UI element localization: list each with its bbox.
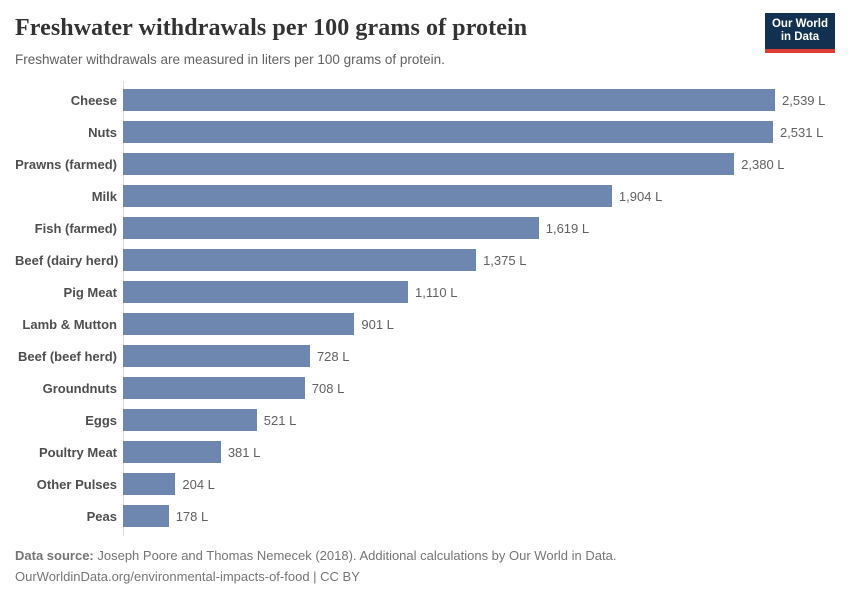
bar-row: Other Pulses 204 L <box>15 468 835 500</box>
bar[interactable] <box>123 217 539 239</box>
owid-logo-line1: Our World <box>771 18 828 30</box>
footer-credit-line: OurWorldinData.org/environmental-impacts… <box>15 569 360 584</box>
bar[interactable] <box>123 89 775 111</box>
footer: Data source: Joseph Poore and Thomas Nem… <box>15 545 835 587</box>
value-label: 1,619 L <box>545 220 590 236</box>
value-label: 2,531 L <box>779 124 824 140</box>
value-label: 728 L <box>316 348 350 364</box>
y-axis-line <box>123 81 124 536</box>
bar-track: 1,619 L <box>123 217 775 239</box>
bar-track: 2,531 L <box>123 121 823 143</box>
value-label: 1,904 L <box>618 188 663 204</box>
bar-track: 381 L <box>123 441 775 463</box>
bar-track: 1,904 L <box>123 185 775 207</box>
bar-track: 178 L <box>123 505 775 527</box>
bar-track: 1,110 L <box>123 281 775 303</box>
owid-logo-line2: in Data <box>780 31 820 43</box>
bar-row: Groundnuts 708 L <box>15 372 835 404</box>
value-label: 178 L <box>175 508 209 524</box>
data-source-text: Joseph Poore and Thomas Nemecek (2018). … <box>93 548 617 563</box>
owid-logo[interactable]: Our World in Data <box>764 13 835 53</box>
category-label: Cheese <box>70 92 117 108</box>
bar-row: Prawns (farmed) 2,380 L <box>15 148 835 180</box>
category-label: Fish (farmed) <box>34 220 117 236</box>
bar-row: Beef (beef herd) 728 L <box>15 340 835 372</box>
bar-track: 521 L <box>123 409 775 431</box>
bar-track: 1,375 L <box>123 249 775 271</box>
bar-chart: Cheese 2,539 L Nuts 2,531 L Prawns (farmed) 2… <box>15 81 835 536</box>
bar-row: Pig Meat 1,110 L <box>15 276 835 308</box>
bar-track: 2,539 L <box>123 89 825 111</box>
value-label: 708 L <box>311 380 345 396</box>
category-label: Eggs <box>85 412 117 428</box>
value-label: 901 L <box>361 316 394 332</box>
bar-row: Lamb & Mutton 901 L <box>15 308 835 340</box>
bar-row: Beef (dairy herd) 1,375 L <box>15 244 835 276</box>
bar-track: 2,380 L <box>123 153 785 175</box>
category-label: Beef (beef herd) <box>18 348 117 364</box>
bar[interactable] <box>123 313 355 335</box>
bar-row: Poultry Meat 381 L <box>15 436 835 468</box>
bar-row: Peas 178 L <box>15 500 835 532</box>
value-label: 204 L <box>182 476 215 492</box>
bar[interactable] <box>123 473 176 495</box>
bar-rows: Cheese 2,539 L Nuts 2,531 L Prawns (farmed) 2… <box>15 81 835 536</box>
value-label: 521 L <box>263 412 297 428</box>
bar-track: 204 L <box>123 473 775 495</box>
bar[interactable] <box>123 121 773 143</box>
value-label: 1,375 L <box>483 252 527 268</box>
bar[interactable] <box>123 377 305 399</box>
bar-row: Eggs 521 L <box>15 404 835 436</box>
value-label: 2,380 L <box>741 156 785 172</box>
category-label: Lamb & Mutton <box>22 316 117 332</box>
bar[interactable] <box>123 249 477 271</box>
category-label: Peas <box>86 508 117 524</box>
bar[interactable] <box>123 345 310 367</box>
bar-row: Nuts 2,531 L <box>15 116 835 148</box>
bar-row: Cheese 2,539 L <box>15 84 835 116</box>
category-label: Poultry Meat <box>38 444 117 460</box>
header-titles: Freshwater withdrawals per 100 grams of … <box>15 13 527 69</box>
bar[interactable] <box>123 409 257 431</box>
footer-source-line: Data source: Joseph Poore and Thomas Nem… <box>15 545 835 566</box>
category-label: Beef (dairy herd) <box>15 252 119 268</box>
bar[interactable] <box>123 441 221 463</box>
category-label: Prawns (farmed) <box>15 156 117 172</box>
bar-track: 901 L <box>123 313 775 335</box>
bar[interactable] <box>123 185 612 207</box>
bar-row: Milk 1,904 L <box>15 180 835 212</box>
data-source-label: Data source: <box>15 548 94 563</box>
header: Freshwater withdrawals per 100 grams of … <box>15 13 835 69</box>
value-label: 1,110 L <box>415 284 458 300</box>
category-label: Pig Meat <box>63 284 117 300</box>
page-title: Freshwater withdrawals per 100 grams of … <box>15 15 528 41</box>
bar-track: 728 L <box>123 345 775 367</box>
bar-row: Fish (farmed) 1,619 L <box>15 212 835 244</box>
page-subtitle: Freshwater withdrawals are measured in l… <box>15 52 445 67</box>
bar[interactable] <box>123 505 169 527</box>
category-label: Groundnuts <box>42 380 117 396</box>
bar[interactable] <box>123 153 735 175</box>
category-label: Other Pulses <box>36 476 117 492</box>
category-label: Milk <box>91 188 117 204</box>
category-label: Nuts <box>88 124 117 140</box>
value-label: 2,539 L <box>782 92 826 108</box>
bar[interactable] <box>123 281 409 303</box>
bar-track: 708 L <box>123 377 775 399</box>
value-label: 381 L <box>227 444 261 460</box>
